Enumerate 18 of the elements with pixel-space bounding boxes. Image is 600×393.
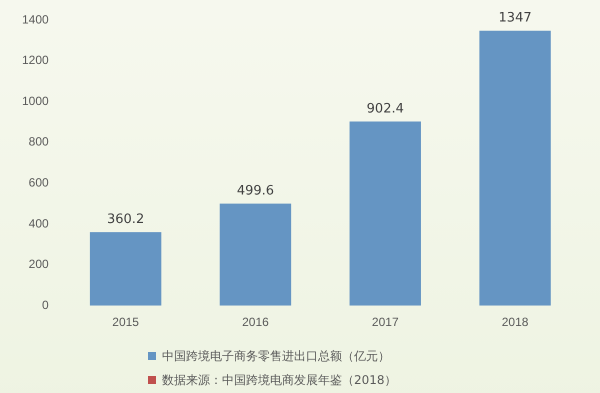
y-tick-label: 800 — [28, 134, 50, 149]
y-tick-label: 1400 — [22, 12, 50, 26]
x-tick-label: 2016 — [242, 315, 270, 330]
data-label: 360.2 — [107, 212, 144, 227]
y-tick-label: 1000 — [22, 94, 50, 108]
x-tick-label: 2018 — [502, 315, 529, 330]
legend-label: 中国跨境电子商务零售进出口总额（亿元） — [161, 348, 391, 364]
y-tick-label: 1200 — [22, 53, 50, 68]
data-label: 499.6 — [236, 184, 274, 199]
data-label: 902.4 — [366, 101, 404, 116]
legend-label: 数据来源：中国跨境电商发展年鉴（2018） — [161, 372, 397, 388]
y-tick-label: 200 — [28, 257, 50, 272]
data-label: 1347 — [498, 10, 532, 26]
x-tick-label: 2015 — [112, 315, 140, 330]
y-tick-label: 0 — [42, 298, 50, 312]
y-tick-label: 600 — [28, 176, 50, 190]
x-tick-label: 2017 — [372, 315, 399, 330]
y-tick-label: 400 — [28, 216, 50, 230]
